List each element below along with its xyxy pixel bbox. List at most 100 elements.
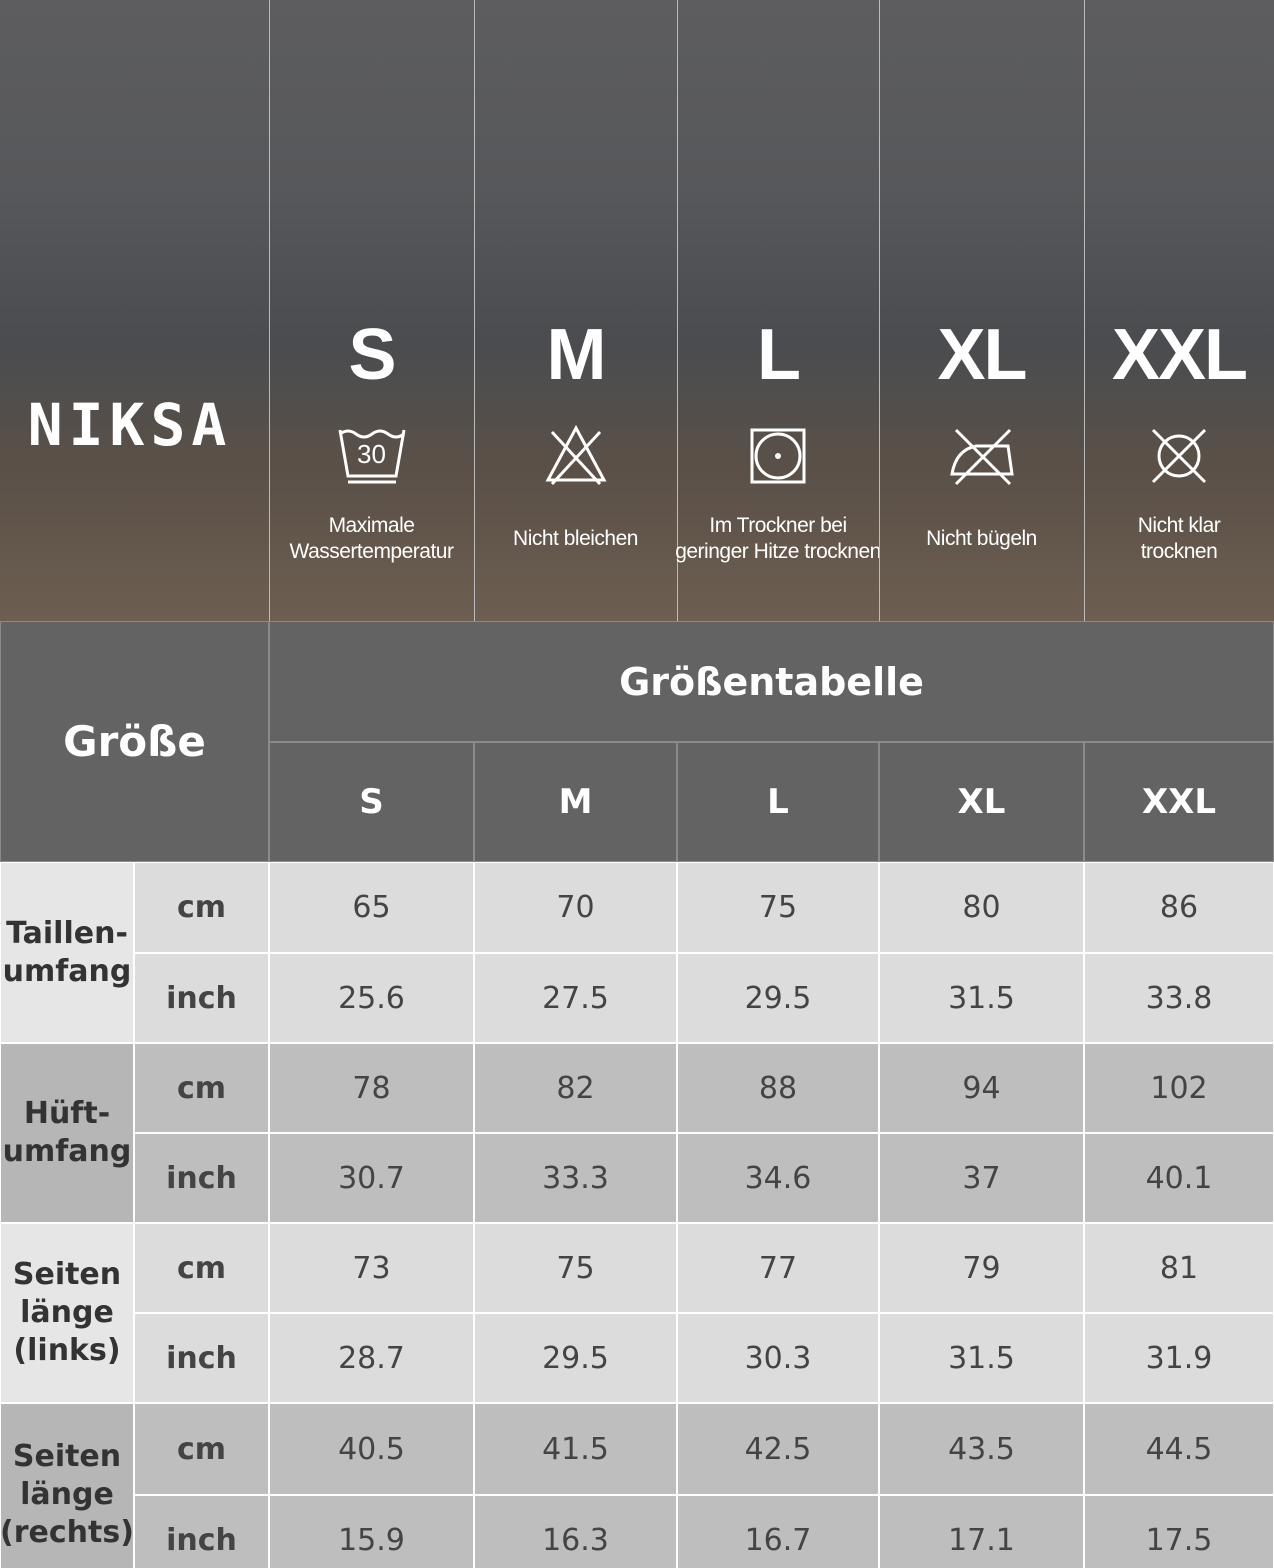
value-cell: 70 xyxy=(474,862,677,953)
unit-label: cm xyxy=(134,1223,269,1313)
care-label: Nicht klar trocknen xyxy=(1084,500,1274,578)
value-cell: 31.5 xyxy=(879,953,1084,1043)
banner: NIKSA S 30 Maximale Wassertemperatur M Nicht … xyxy=(0,0,1274,621)
group-label-line: umfang xyxy=(2,1134,132,1169)
care-icon xyxy=(742,424,814,488)
value-cell: 79 xyxy=(879,1223,1084,1313)
care-label-line: Im Trockner bei xyxy=(709,514,847,537)
care-label-line: Nicht bleichen xyxy=(513,527,638,550)
size-label: S xyxy=(348,315,396,395)
value-cell: 65 xyxy=(269,862,474,953)
care-symbol xyxy=(750,428,806,484)
value-cell: 80 xyxy=(879,862,1084,953)
value-cell: 42.5 xyxy=(677,1403,879,1495)
care-symbol xyxy=(338,429,405,484)
care-label: Nicht bleichen xyxy=(474,500,677,578)
value-cell: 75 xyxy=(474,1223,677,1313)
value-cell: 31.9 xyxy=(1084,1313,1274,1403)
group-label: Seiten länge (links) xyxy=(0,1223,134,1403)
care-label: Nicht bügeln xyxy=(879,500,1084,578)
size-header: M xyxy=(474,742,677,862)
size-label: XL xyxy=(937,315,1027,395)
unit-label: inch xyxy=(134,1313,269,1403)
value-cell: 102 xyxy=(1084,1043,1274,1133)
value-cell: 17.5 xyxy=(1084,1495,1274,1568)
value-cell: 88 xyxy=(677,1043,879,1133)
value-cell: 29.5 xyxy=(474,1313,677,1403)
value-cell: 17.1 xyxy=(879,1495,1084,1568)
care-icon xyxy=(946,424,1018,488)
group-label: Taillen-umfang xyxy=(0,862,134,1043)
value-cell: 16.3 xyxy=(474,1495,677,1568)
care-icon: 30 xyxy=(336,424,408,488)
size-header: XXL xyxy=(1084,742,1274,862)
value-cell: 40.1 xyxy=(1084,1133,1274,1223)
unit-label: inch xyxy=(134,953,269,1043)
column-divider xyxy=(879,0,1084,621)
value-cell: 27.5 xyxy=(474,953,677,1043)
value-cell: 73 xyxy=(269,1223,474,1313)
value-cell: 43.5 xyxy=(879,1403,1084,1495)
value-cell: 30.3 xyxy=(677,1313,879,1403)
care-label: Im Trockner bei geringer Hitze trocknen xyxy=(675,500,881,578)
size-label: M xyxy=(546,315,607,395)
size-label: L xyxy=(757,315,801,395)
group-label-line: Taillen- xyxy=(6,915,128,951)
group-label-line: (links) xyxy=(13,1333,121,1368)
care-symbol xyxy=(1151,428,1207,484)
care-label-line: Wassertemperatur xyxy=(289,540,454,563)
value-cell: 37 xyxy=(879,1133,1084,1223)
care-symbol xyxy=(544,424,607,486)
unit-label: cm xyxy=(134,1043,269,1133)
unit-label: inch xyxy=(134,1495,269,1568)
value-cell: 28.7 xyxy=(269,1313,474,1403)
size-label: XXL xyxy=(1111,315,1248,395)
care-icon xyxy=(540,424,612,488)
column-divider xyxy=(677,0,879,621)
group-label-line: Hüft- xyxy=(23,1096,111,1131)
value-cell: 41.5 xyxy=(474,1403,677,1495)
size-header: L xyxy=(677,742,879,862)
care-label-line: trocknen xyxy=(1140,540,1218,563)
column-divider xyxy=(1084,0,1274,621)
value-cell: 16.7 xyxy=(677,1495,879,1568)
value-cell: 82 xyxy=(474,1043,677,1133)
value-cell: 77 xyxy=(677,1223,879,1313)
group-label-line: länge xyxy=(20,1295,114,1330)
value-cell: 34.6 xyxy=(677,1133,879,1223)
value-cell: 31.5 xyxy=(879,1313,1084,1403)
corner-header: Größe xyxy=(0,621,269,862)
care-icon xyxy=(1143,424,1215,488)
care-symbol xyxy=(949,428,1014,486)
group-label: Seiten länge (rechts) xyxy=(0,1403,134,1568)
care-label-line: Nicht klar xyxy=(1137,514,1221,537)
group-label-line: (rechts) xyxy=(0,1514,134,1550)
unit-label: cm xyxy=(134,1403,269,1495)
unit-label: inch xyxy=(134,1133,269,1223)
value-cell: 29.5 xyxy=(677,953,879,1043)
value-cell: 86 xyxy=(1084,862,1274,953)
value-cell: 94 xyxy=(879,1043,1084,1133)
size-header: XL xyxy=(879,742,1084,862)
size-header: S xyxy=(269,742,474,862)
value-cell: 25.6 xyxy=(269,953,474,1043)
care-label-line: geringer Hitze trocknen xyxy=(675,540,881,563)
value-cell: 40.5 xyxy=(269,1403,474,1495)
care-label-line: Maximale xyxy=(328,514,415,537)
value-cell: 78 xyxy=(269,1043,474,1133)
value-cell: 81 xyxy=(1084,1223,1274,1313)
group-label: Hüft-umfang xyxy=(0,1043,134,1223)
group-label-line: Seiten xyxy=(12,1257,122,1292)
column-divider xyxy=(269,0,474,621)
value-cell: 15.9 xyxy=(269,1495,474,1568)
column-divider xyxy=(474,0,677,621)
care-label: Maximale Wassertemperatur xyxy=(269,500,474,578)
value-cell: 44.5 xyxy=(1084,1403,1274,1495)
table-title: Größentabelle xyxy=(269,621,1274,742)
unit-label: cm xyxy=(134,862,269,953)
group-label-line: länge xyxy=(20,1476,114,1512)
care-icon-text: 30 xyxy=(357,438,386,469)
group-label-line: Seiten xyxy=(12,1438,122,1474)
care-label-line: Nicht bügeln xyxy=(926,527,1037,550)
